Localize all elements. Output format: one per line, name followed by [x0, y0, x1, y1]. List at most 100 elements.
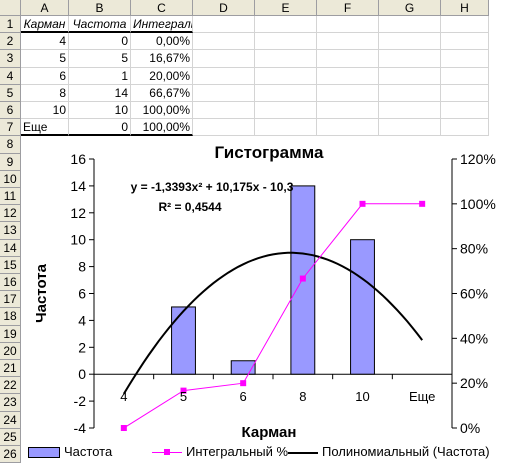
- empty-cell[interactable]: [193, 84, 255, 102]
- empty-cell[interactable]: [379, 119, 441, 137]
- table-cell[interactable]: 14: [69, 84, 131, 102]
- table-cell[interactable]: 6: [21, 67, 69, 85]
- table-header-cell[interactable]: Карман: [21, 16, 69, 34]
- row-header-12[interactable]: 12: [0, 205, 21, 223]
- y-tick-label: -4: [74, 420, 87, 436]
- row-header-1[interactable]: 1: [0, 16, 21, 34]
- row-header-3[interactable]: 3: [0, 50, 21, 68]
- column-header-f[interactable]: F: [317, 0, 379, 16]
- row-header-10[interactable]: 10: [0, 170, 21, 188]
- table-cell[interactable]: 0: [69, 33, 131, 51]
- empty-cell[interactable]: [193, 67, 255, 85]
- column-header-a[interactable]: A: [21, 0, 69, 16]
- row-header-11[interactable]: 11: [0, 188, 21, 206]
- empty-cell[interactable]: [379, 84, 441, 102]
- empty-cell[interactable]: [317, 119, 379, 137]
- row-header-8[interactable]: 8: [0, 136, 21, 154]
- table-cell[interactable]: 1: [69, 67, 131, 85]
- row-header-25[interactable]: 25: [0, 428, 21, 446]
- row-header-20[interactable]: 20: [0, 342, 21, 360]
- empty-cell[interactable]: [379, 16, 441, 34]
- empty-cell[interactable]: [255, 119, 317, 137]
- empty-cell[interactable]: [317, 102, 379, 120]
- empty-cell[interactable]: [255, 102, 317, 120]
- row-header-21[interactable]: 21: [0, 360, 21, 378]
- table-cell[interactable]: 20,00%: [131, 67, 193, 85]
- empty-cell[interactable]: [317, 16, 379, 34]
- cell-grid[interactable]: КарманЧастотаИнтегральный %400,00%5516,6…: [21, 16, 516, 460]
- empty-cell[interactable]: [255, 33, 317, 51]
- column-header-e[interactable]: E: [255, 0, 317, 16]
- y-tick-label: 4: [78, 312, 86, 328]
- row-header-17[interactable]: 17: [0, 291, 21, 309]
- empty-cell[interactable]: [441, 119, 489, 137]
- empty-cell[interactable]: [255, 84, 317, 102]
- row-header-13[interactable]: 13: [0, 222, 21, 240]
- empty-cell[interactable]: [255, 16, 317, 34]
- row-header-18[interactable]: 18: [0, 308, 21, 326]
- row-header-2[interactable]: 2: [0, 33, 21, 51]
- empty-cell[interactable]: [317, 33, 379, 51]
- empty-cell[interactable]: [317, 50, 379, 68]
- table-cell[interactable]: 4: [21, 33, 69, 51]
- empty-cell[interactable]: [379, 67, 441, 85]
- select-all-corner[interactable]: [0, 0, 21, 16]
- table-cell[interactable]: 8: [21, 84, 69, 102]
- table-cell[interactable]: 10: [69, 102, 131, 120]
- empty-cell[interactable]: [193, 33, 255, 51]
- empty-cell[interactable]: [317, 67, 379, 85]
- row-header-15[interactable]: 15: [0, 256, 21, 274]
- x-tick-label: 8: [299, 389, 306, 404]
- table-cell[interactable]: Еще: [21, 119, 69, 137]
- row-header-5[interactable]: 5: [0, 84, 21, 102]
- empty-cell[interactable]: [317, 84, 379, 102]
- row-header-9[interactable]: 9: [0, 153, 21, 171]
- empty-cell[interactable]: [379, 102, 441, 120]
- row-header-14[interactable]: 14: [0, 239, 21, 257]
- table-cell[interactable]: 10: [21, 102, 69, 120]
- row-header-22[interactable]: 22: [0, 377, 21, 395]
- empty-cell[interactable]: [441, 84, 489, 102]
- empty-cell[interactable]: [379, 50, 441, 68]
- empty-cell[interactable]: [193, 102, 255, 120]
- empty-cell[interactable]: [441, 102, 489, 120]
- empty-cell[interactable]: [441, 33, 489, 51]
- histogram-chart[interactable]: Гистограмма 16 14 12 10 8 6 4 2 0 -2 -4 120% 100% 80% 6…: [24, 138, 514, 460]
- column-header-h[interactable]: H: [441, 0, 489, 16]
- empty-cell[interactable]: [441, 50, 489, 68]
- column-header-b[interactable]: B: [69, 0, 131, 16]
- row-header-7[interactable]: 7: [0, 119, 21, 137]
- row-header-24[interactable]: 24: [0, 411, 21, 429]
- empty-cell[interactable]: [255, 67, 317, 85]
- row-header-19[interactable]: 19: [0, 325, 21, 343]
- table-cell[interactable]: 0: [69, 119, 131, 137]
- cumulative-point: [359, 200, 366, 207]
- table-header-cell[interactable]: Интегральный %: [131, 16, 193, 34]
- column-header-d[interactable]: D: [193, 0, 255, 16]
- empty-cell[interactable]: [441, 16, 489, 34]
- cumulative-line: [123, 203, 423, 429]
- table-cell[interactable]: 66,67%: [131, 84, 193, 102]
- table-cell[interactable]: 16,67%: [131, 50, 193, 68]
- column-header-c[interactable]: C: [131, 0, 193, 16]
- row-header-23[interactable]: 23: [0, 394, 21, 412]
- table-cell[interactable]: 100,00%: [131, 102, 193, 120]
- table-cell[interactable]: 0,00%: [131, 33, 193, 51]
- empty-cell[interactable]: [193, 119, 255, 137]
- empty-cell[interactable]: [379, 33, 441, 51]
- row-header-6[interactable]: 6: [0, 102, 21, 120]
- empty-cell[interactable]: [193, 16, 255, 34]
- empty-cell[interactable]: [255, 50, 317, 68]
- column-header-g[interactable]: G: [379, 0, 441, 16]
- table-cell[interactable]: 5: [69, 50, 131, 68]
- row-header-4[interactable]: 4: [0, 67, 21, 85]
- table-cell[interactable]: 5: [21, 50, 69, 68]
- row-header-26[interactable]: 26: [0, 446, 21, 463]
- empty-cell[interactable]: [441, 67, 489, 85]
- table-cell[interactable]: 100,00%: [131, 119, 193, 137]
- empty-cell[interactable]: [193, 50, 255, 68]
- table-header-cell[interactable]: Частота: [69, 16, 131, 34]
- row-header-16[interactable]: 16: [0, 274, 21, 292]
- trendline-equation: y = -1,3393x² + 10,175x - 10,3: [131, 180, 294, 194]
